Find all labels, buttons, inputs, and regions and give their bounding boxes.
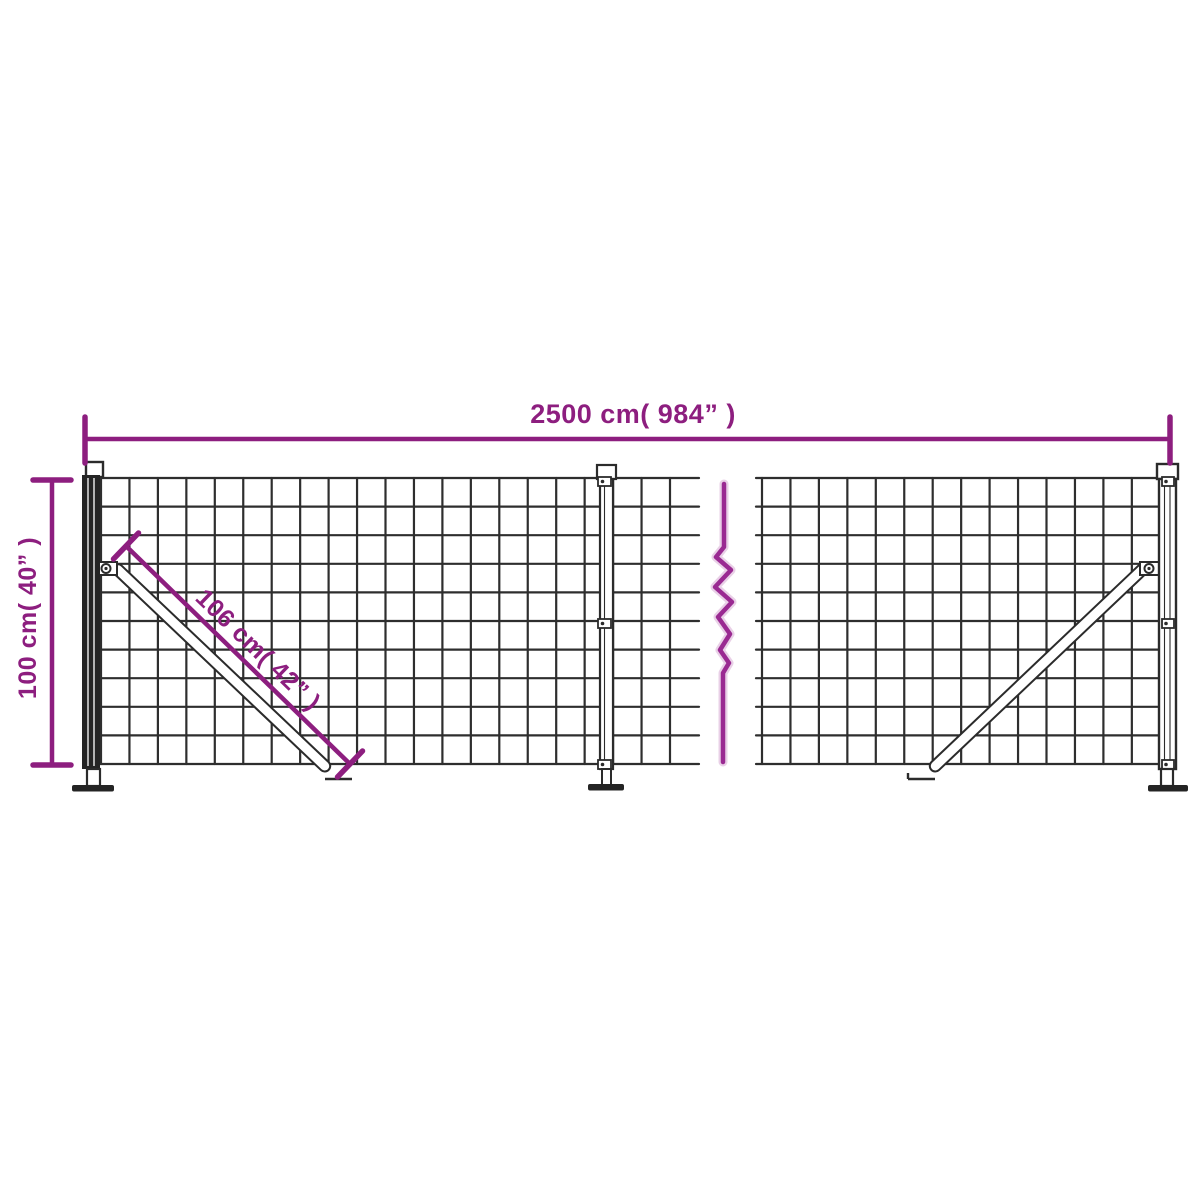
middle-post-foot-stem	[601, 768, 612, 786]
width-dimension-label: 2500 cm( 984” )	[530, 399, 736, 429]
middle-post-flange	[588, 784, 624, 791]
right-post-foot-stem	[1159, 767, 1175, 788]
left-post-foot-stem	[85, 767, 102, 788]
mesh-panel-left	[94, 476, 701, 766]
width-dimension	[82, 414, 1173, 466]
left-post-flange	[72, 785, 114, 792]
brace-dimension	[110, 530, 366, 780]
mesh-panel-right	[754, 476, 1170, 766]
right-brace-foot	[906, 773, 935, 781]
right-brace-strut	[906, 561, 1163, 781]
left-brace-strut	[96, 561, 352, 781]
height-dimension	[30, 477, 74, 768]
left-post	[72, 460, 114, 792]
left-post-cap	[84, 460, 105, 479]
middle-post	[588, 463, 624, 791]
right-post-flange	[1148, 785, 1188, 792]
height-dimension-label: 100 cm( 40” )	[14, 536, 42, 700]
right-post	[1148, 462, 1188, 792]
break-symbol	[710, 479, 737, 767]
